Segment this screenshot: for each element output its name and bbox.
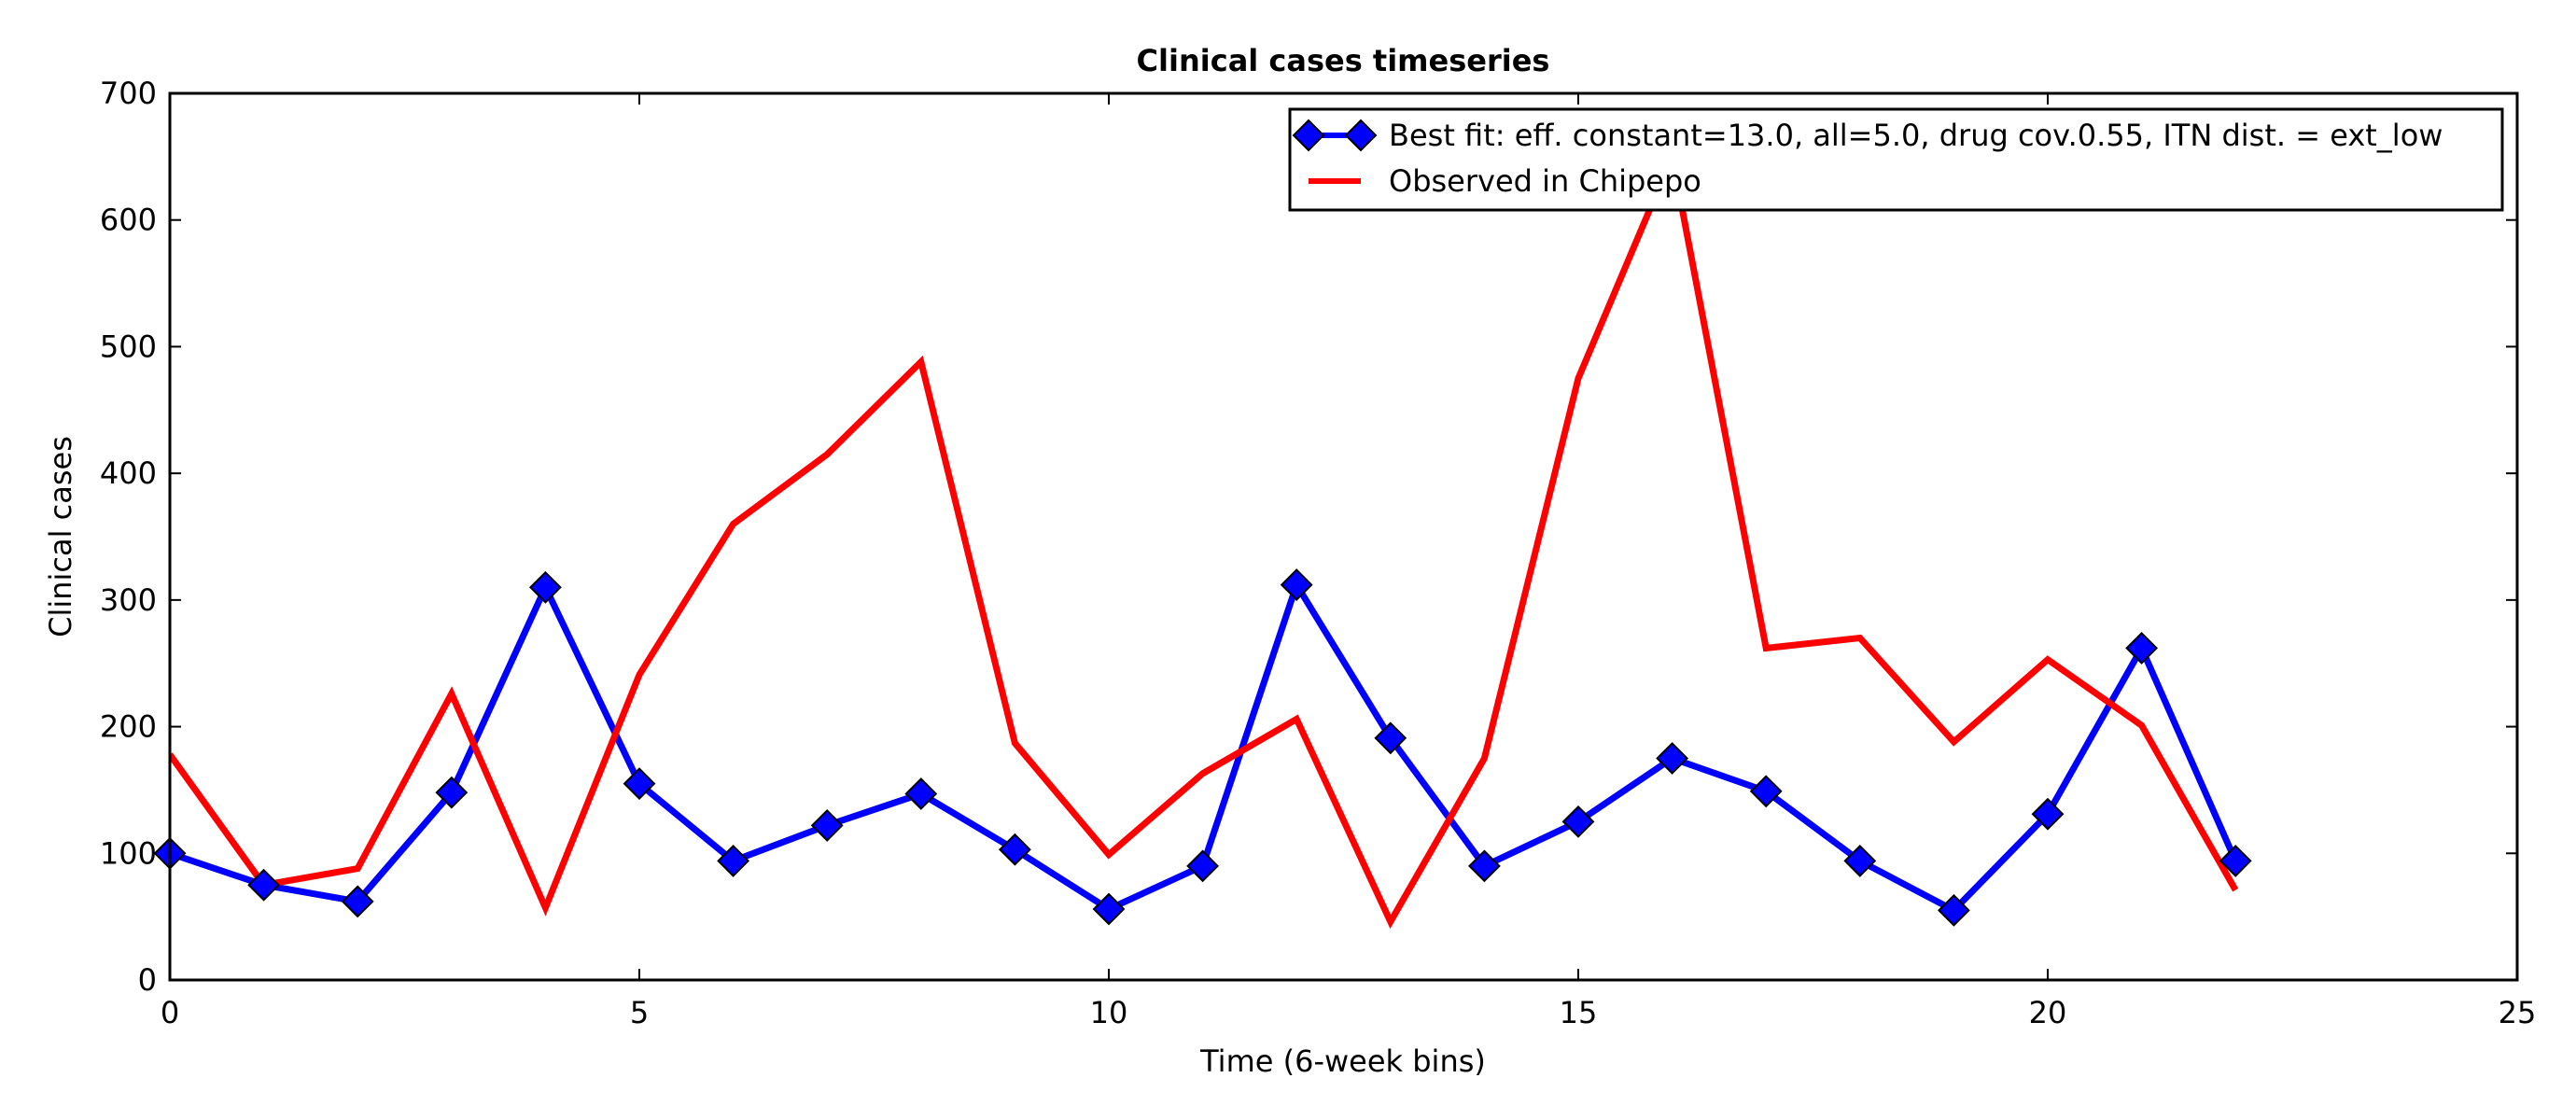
data-point-best-fit <box>998 833 1031 866</box>
data-point-best-fit <box>1374 721 1407 755</box>
legend-label-observed: Observed in Chipepo <box>1389 163 1701 199</box>
axis-ticks: 0 5 10 15 20 25 0 100 200 300 400 500 600 700 <box>100 76 2536 1030</box>
data-point-best-fit <box>247 868 281 902</box>
legend-label-best-fit: Best fit: eff. constant=13.0, all=5.0, d… <box>1389 118 2443 153</box>
plot-frame <box>168 91 2519 982</box>
series-layer <box>170 145 2239 930</box>
data-point-best-fit <box>1186 849 1220 883</box>
series-line-observed <box>170 145 2239 930</box>
y-tick-label: 300 <box>100 582 157 618</box>
legend-box <box>1288 107 2504 212</box>
data-point-best-fit <box>1937 893 1970 927</box>
y-tick-label: 500 <box>100 329 157 364</box>
data-point-best-fit <box>1092 892 1126 926</box>
y-tick-label: 700 <box>100 76 157 111</box>
x-tick-label: 5 <box>630 995 649 1030</box>
legend-marker-best-fit <box>1344 119 1378 152</box>
data-point-best-fit <box>2219 845 2252 877</box>
y-tick-label: 100 <box>100 835 157 871</box>
y-tick-label: 0 <box>138 962 157 998</box>
data-point-best-fit <box>904 777 938 810</box>
legend-marker-best-fit <box>1292 119 1325 152</box>
data-point-best-fit <box>810 809 844 842</box>
data-point-best-fit <box>2125 632 2159 665</box>
x-tick-label: 15 <box>1560 995 1598 1030</box>
y-tick-label: 400 <box>100 455 157 491</box>
x-tick-label: 0 <box>161 995 179 1030</box>
marker-layer <box>153 568 2252 927</box>
data-point-best-fit <box>341 885 374 918</box>
x-tick-label: 20 <box>2029 995 2067 1030</box>
y-tick-label: 200 <box>100 709 157 745</box>
data-point-best-fit <box>623 767 656 801</box>
data-point-best-fit <box>2031 797 2065 831</box>
data-point-best-fit <box>1280 568 1313 601</box>
data-point-best-fit <box>1467 849 1501 883</box>
x-tick-label: 25 <box>2499 995 2537 1030</box>
y-axis-label: Clinical cases <box>43 436 78 637</box>
y-tick-label: 600 <box>100 203 157 238</box>
data-point-best-fit <box>1561 805 1595 838</box>
data-point-best-fit <box>717 845 750 877</box>
x-tick-label: 10 <box>1090 995 1128 1030</box>
chart-title: Clinical cases timeseries <box>1137 43 1550 78</box>
data-point-best-fit <box>1749 775 1783 808</box>
x-axis-label: Time (6-week bins) <box>1199 1043 1486 1079</box>
data-point-best-fit <box>435 776 469 809</box>
data-point-best-fit <box>1843 845 1877 877</box>
data-point-best-fit <box>1656 742 1689 775</box>
legend: Best fit: eff. constant=13.0, all=5.0, d… <box>1288 107 2504 212</box>
data-point-best-fit <box>528 570 562 604</box>
